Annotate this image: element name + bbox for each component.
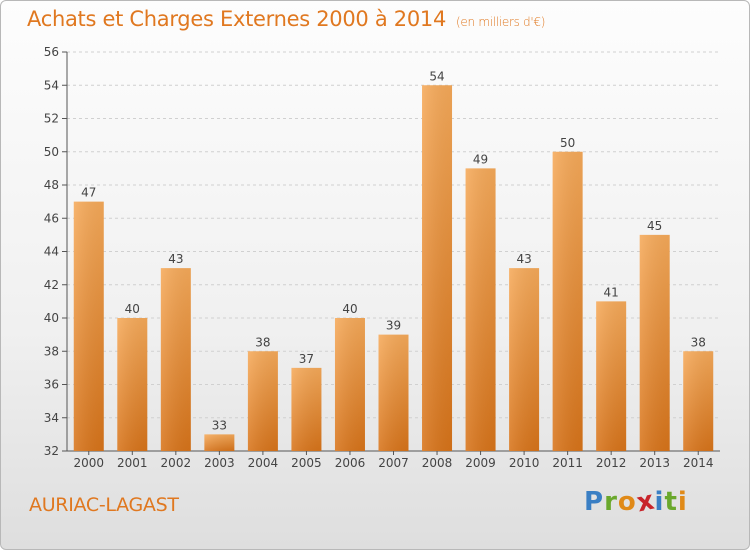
- bar-shade-2013: [639, 234, 670, 451]
- bar-shade-2001: [117, 318, 148, 451]
- y-tick-label: 50: [44, 145, 59, 159]
- data-label: 40: [125, 302, 140, 316]
- x-tick-label: 2007: [378, 456, 409, 470]
- logo-letter: t: [664, 487, 678, 517]
- data-label: 41: [604, 285, 619, 299]
- data-label: 45: [647, 219, 662, 233]
- commune-name: AURIAC-LAGAST: [29, 494, 179, 516]
- data-label: 40: [342, 302, 357, 316]
- x-tick-label: 2013: [639, 456, 670, 470]
- data-label: 38: [691, 335, 706, 349]
- y-tick-label: 42: [44, 278, 59, 292]
- data-label: 39: [386, 319, 401, 333]
- data-label: 49: [473, 152, 488, 166]
- data-label: 54: [429, 69, 444, 83]
- x-tick-label: 2014: [683, 456, 714, 470]
- data-label: 43: [168, 252, 183, 266]
- x-tick-label: 2011: [552, 456, 583, 470]
- data-label: 38: [255, 335, 270, 349]
- x-tick-label: 2006: [335, 456, 366, 470]
- data-labels: 47 40 43 33 38 37 40 39 54 49 43 50 41 45 38: [81, 69, 706, 432]
- logo-letter: i: [677, 487, 688, 517]
- y-tick-label: 34: [44, 411, 59, 425]
- x-tick-label: 2010: [509, 456, 540, 470]
- bar-shade-2005: [291, 367, 322, 451]
- bar-shade-2014: [683, 351, 714, 451]
- x-tick-label: 2005: [291, 456, 322, 470]
- y-tick-label: 32: [44, 444, 59, 458]
- data-label: 33: [212, 418, 227, 432]
- logo-letter: i: [654, 487, 665, 517]
- x-tick-label: 2012: [596, 456, 627, 470]
- bar-shade-2008: [422, 85, 453, 451]
- chart-subtitle: (en milliers d'€): [456, 15, 546, 29]
- proxiti-logo: Proxiti: [584, 485, 688, 518]
- chart-title: Achats et Charges Externes 2000 à 2014 (e…: [27, 7, 545, 31]
- x-tick-label: 2001: [117, 456, 148, 470]
- logo-letter: o: [617, 487, 637, 517]
- logo-letter: r: [604, 487, 618, 517]
- data-label: 37: [299, 352, 314, 366]
- x-tick-label: 2009: [465, 456, 496, 470]
- data-label: 47: [81, 186, 96, 200]
- x-tick-label: 2002: [161, 456, 192, 470]
- bar-shade-2002: [160, 268, 191, 451]
- y-tick-label: 46: [44, 211, 59, 225]
- bar-shade-2009: [465, 168, 496, 451]
- bar-shade-2011: [552, 151, 583, 451]
- x-tick-label: 2000: [73, 456, 104, 470]
- y-tick-label: 48: [44, 178, 59, 192]
- x-tick-label: 2003: [204, 456, 235, 470]
- bar-shade-2006: [334, 318, 365, 451]
- y-tick-label: 56: [44, 45, 59, 59]
- bars: [73, 85, 714, 451]
- bar-shade-2007: [378, 334, 409, 451]
- bar-shade-2010: [509, 268, 540, 451]
- y-tick-label: 54: [44, 78, 59, 92]
- bar-shade-2000: [73, 201, 104, 451]
- y-tick-label: 40: [44, 311, 59, 325]
- y-tick-label: 36: [44, 378, 59, 392]
- x-tick-label: 2004: [248, 456, 279, 470]
- bar-shade-2003: [204, 434, 235, 451]
- y-tick-label: 38: [44, 344, 59, 358]
- bar-shade-2004: [247, 351, 278, 451]
- y-tick-label: 52: [44, 112, 59, 126]
- logo-letter: P: [584, 487, 605, 517]
- x-tick-label: 2008: [422, 456, 453, 470]
- data-label: 43: [516, 252, 531, 266]
- data-label: 50: [560, 136, 575, 150]
- y-tick-label: 44: [44, 245, 59, 259]
- chart-title-text: Achats et Charges Externes 2000 à 2014: [27, 7, 447, 31]
- bar-shade-2012: [596, 301, 627, 451]
